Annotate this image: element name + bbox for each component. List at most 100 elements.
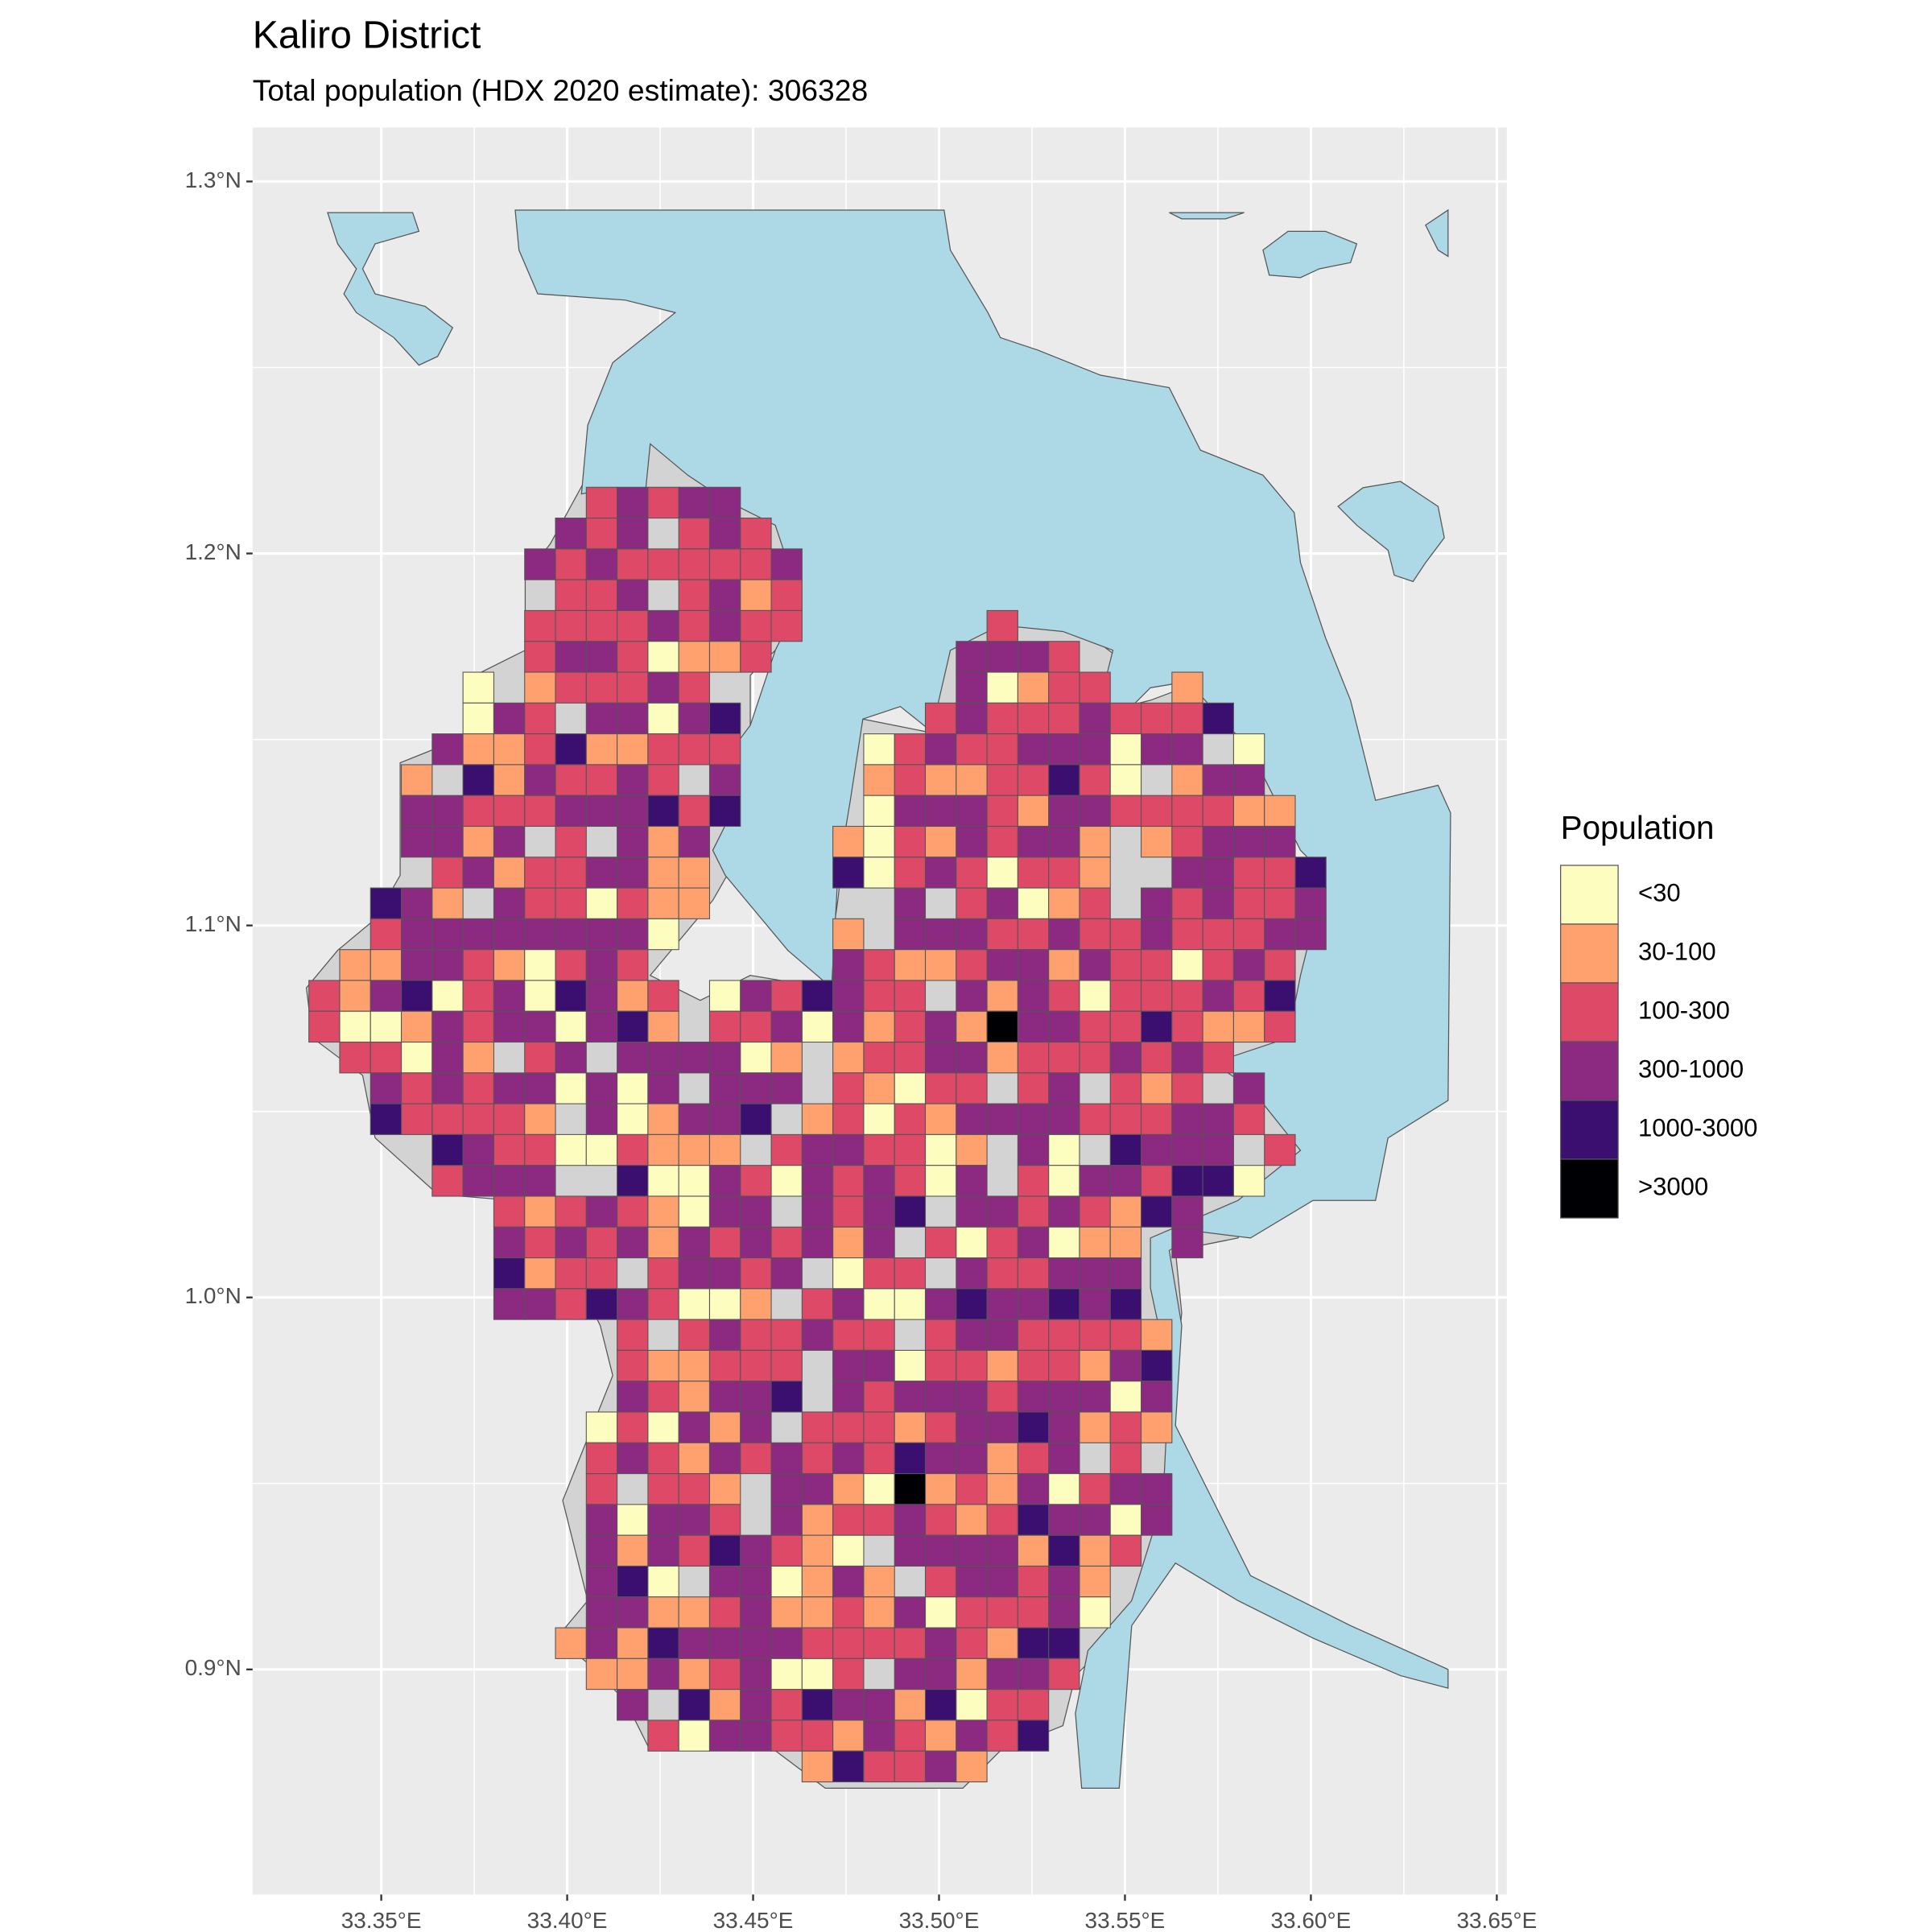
grid-cell (894, 949, 927, 981)
y-tick-label: 1.2°N (185, 539, 242, 564)
grid-cell (770, 1657, 803, 1690)
grid-cell (369, 980, 402, 1012)
grid-cell (647, 1010, 679, 1043)
grid-cell (801, 1165, 834, 1197)
grid-cell (894, 1750, 927, 1783)
grid-cell (1048, 857, 1080, 889)
grid-cell (401, 825, 433, 858)
grid-cell (1171, 1010, 1203, 1043)
grid-cell (647, 671, 679, 704)
grid-cell (555, 518, 587, 550)
grid-cell (585, 1504, 618, 1536)
grid-cell (832, 1534, 865, 1567)
grid-cell (1017, 1226, 1050, 1259)
grid-cell (956, 1473, 988, 1505)
grid-cell (524, 1288, 556, 1320)
grid-cell (493, 887, 526, 919)
grid-cell (647, 1226, 679, 1259)
grid-cell (617, 1072, 649, 1104)
grid-cell (1264, 918, 1296, 951)
grid-cell (431, 857, 464, 889)
grid-cell (462, 1133, 494, 1166)
grid-cell (894, 1534, 927, 1567)
grid-cell (863, 1072, 895, 1104)
grid-cell (770, 548, 803, 580)
grid-cell (617, 1349, 649, 1382)
grid-cell (832, 1750, 865, 1783)
grid-cell (1202, 949, 1234, 981)
grid-cell (369, 1103, 402, 1135)
grid-cell (1017, 1319, 1050, 1351)
grid-cell (863, 1473, 895, 1505)
grid-cell (524, 641, 556, 673)
grid-cell (647, 1565, 679, 1598)
grid-cell (1109, 1072, 1142, 1104)
grid-cell (1264, 980, 1296, 1012)
grid-cell (401, 887, 433, 919)
grid-cell (617, 949, 649, 981)
grid-cell (555, 918, 587, 951)
grid-cell (863, 825, 895, 858)
grid-cell (585, 1596, 618, 1629)
grid-cell (956, 1719, 988, 1752)
grid-cell (678, 1226, 711, 1259)
grid-cell (956, 671, 988, 704)
grid-cell (1109, 1041, 1142, 1074)
grid-cell (493, 1195, 526, 1228)
grid-cell (369, 918, 402, 951)
grid-cell (1017, 887, 1050, 919)
grid-cell (863, 1103, 895, 1135)
grid-cell (493, 1010, 526, 1043)
grid-cell (956, 1627, 988, 1659)
grid-cell (770, 1226, 803, 1259)
grid-cell (894, 764, 927, 796)
grid-cell (1079, 1195, 1111, 1228)
grid-cell (678, 1319, 711, 1351)
grid-cell (832, 1226, 865, 1259)
grid-cell (986, 918, 1018, 951)
grid-cell (1048, 1319, 1080, 1351)
grid-cell (986, 1381, 1018, 1413)
grid-cell (647, 1719, 679, 1752)
grid-cell (369, 887, 402, 919)
grid-cell (1171, 918, 1203, 951)
grid-cell (1048, 887, 1080, 919)
grid-cell (678, 1596, 711, 1629)
grid-cell (832, 1288, 865, 1320)
grid-cell (956, 1226, 988, 1259)
grid-cell (1171, 1041, 1203, 1074)
grid-cell (832, 1504, 865, 1536)
grid-cell (1171, 1195, 1203, 1228)
grid-cell (678, 1349, 711, 1382)
grid-cell (1141, 795, 1173, 828)
grid-cell (1079, 1041, 1111, 1074)
grid-cell (1202, 795, 1234, 828)
grid-cell (956, 857, 988, 889)
grid-cell (462, 1103, 494, 1135)
grid-cell (1232, 795, 1265, 828)
grid-cell (431, 825, 464, 858)
grid-cell (770, 1442, 803, 1475)
grid-cell (1017, 949, 1050, 981)
grid-cell (678, 1257, 711, 1290)
grid-cell (1048, 1133, 1080, 1166)
grid-cell (924, 1473, 957, 1505)
grid-cell (647, 733, 679, 766)
grid-cell (1079, 1596, 1111, 1629)
grid-cell (647, 486, 679, 519)
grid-cell (1017, 1103, 1050, 1135)
grid-cell (1202, 918, 1234, 951)
grid-cell (708, 733, 741, 766)
grid-cell (678, 548, 711, 580)
grid-cell (956, 1411, 988, 1443)
grid-cell (647, 1165, 679, 1197)
grid-cell (801, 1319, 834, 1351)
grid-cell (678, 857, 711, 889)
grid-cell (708, 1010, 741, 1043)
grid-cell (678, 1534, 711, 1567)
grid-cell (617, 1627, 649, 1659)
grid-cell (708, 609, 741, 642)
grid-cell (431, 1133, 464, 1166)
grid-cell (1079, 825, 1111, 858)
grid-cell (1048, 1103, 1080, 1135)
